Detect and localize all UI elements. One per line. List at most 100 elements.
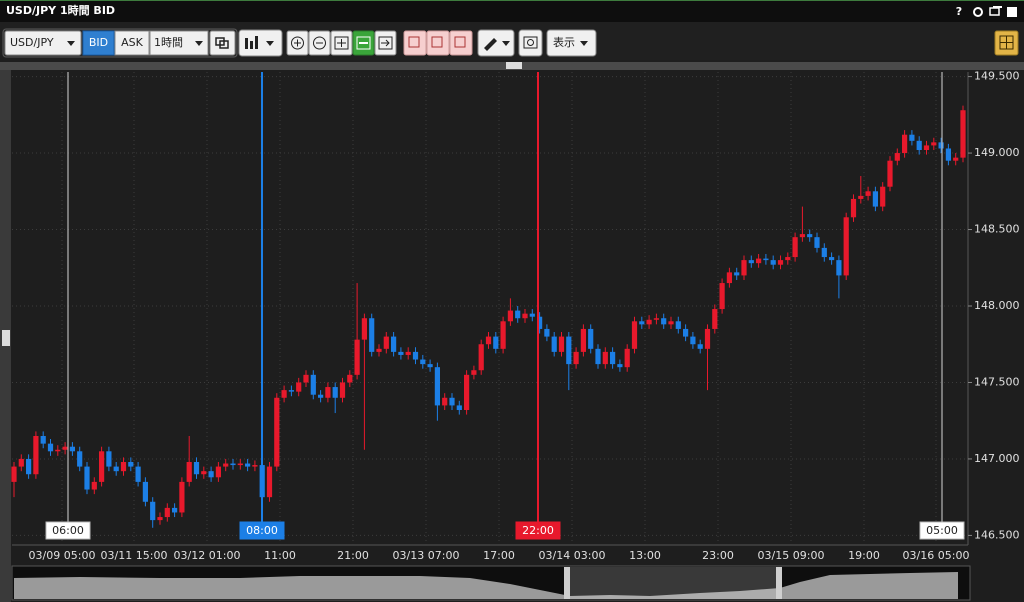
y-tick-label: 147.500 [974,375,1020,388]
candle-body [799,234,805,238]
drawing-dropdown[interactable] [477,29,515,57]
navigator-handle-left[interactable] [564,567,570,599]
candle-body [522,313,528,319]
candle-body [164,507,170,518]
close-button[interactable] [1007,7,1017,17]
fit-button[interactable] [330,30,353,56]
candle-body [288,390,294,392]
view-dropdown[interactable]: 表示 [546,29,597,57]
settings-button[interactable] [973,7,983,17]
marker-label: 05:00 [926,524,958,537]
side-tab[interactable] [2,330,10,346]
timeframe-dropdown[interactable]: 1時間 [149,30,209,56]
candle-body [807,234,813,238]
candle-body [485,336,492,345]
candle-body [62,446,68,450]
latest-button[interactable] [374,30,397,56]
y-tick-label: 146.500 [974,528,1020,541]
restore-button[interactable] [989,6,1002,16]
ask-button[interactable]: ASK [114,30,150,56]
help-button[interactable]: ? [956,5,962,18]
zoom-in-button[interactable] [286,30,309,56]
ask-text: ASK [121,36,144,49]
candle-body [193,462,200,475]
candle-body [770,260,776,265]
candle-body [369,318,375,352]
scale-button[interactable] [352,30,375,56]
candle-body [281,390,287,398]
compare-button[interactable] [209,30,236,56]
zoom-out-button[interactable] [308,30,331,56]
candle-body [843,217,849,276]
navigator-handle-right[interactable] [776,567,782,599]
candle-body [493,336,499,349]
candle-body [201,471,207,475]
y-tick-label: 148.000 [974,299,1020,312]
candle-body [420,359,426,365]
candle-body [872,191,878,207]
x-tick-label: 03/11 15:00 [101,549,168,562]
marker-label-box [239,521,285,540]
candle-body [719,283,725,310]
order-button-1[interactable] [403,30,427,56]
candle-body [668,321,674,325]
symbol-dropdown[interactable]: USD/JPY [4,30,82,56]
candle-body [434,367,440,406]
marker-label-box [515,521,561,540]
candle-body [383,336,389,349]
order-button-2[interactable] [426,30,450,56]
candle-body [186,462,192,482]
candle-body [551,336,557,352]
candle-body [449,397,455,406]
snapshot-button[interactable] [518,29,543,57]
candle-body [566,336,572,365]
candle-body [223,463,229,467]
navigator-window[interactable] [567,567,779,599]
x-tick-label: 23:00 [702,549,734,562]
y-tick-label: 149.500 [974,70,1020,83]
candle-body [150,501,156,521]
x-tick-label: 17:00 [483,549,515,562]
candle-body [245,463,251,467]
candle-body [821,247,827,258]
candle-body [405,351,411,355]
layout-button[interactable] [994,30,1019,56]
candle-body [500,321,506,349]
order-button-3[interactable] [449,30,473,56]
candle-body [529,313,535,317]
candle-body [252,465,258,467]
marker-label: 08:00 [246,524,278,537]
x-tick-label: 03/12 01:00 [174,549,241,562]
candle-body [332,387,338,398]
x-tick-label: 03/16 05:00 [903,549,970,562]
x-tick-label: 11:00 [264,549,296,562]
x-tick-label: 03/09 05:00 [29,549,96,562]
title-accent [0,0,1024,1]
collapse-tab[interactable] [506,62,522,69]
candle-body [573,351,579,365]
candle-body [456,405,462,410]
x-tick-label: 03/14 03:00 [539,549,606,562]
candle-body [756,258,762,264]
candle-body [113,466,119,472]
candle-body [902,134,908,154]
candle-body [515,310,521,319]
x-tick-label: 21:00 [337,549,369,562]
candle-body [471,370,477,375]
candle-body [33,436,39,475]
candle-body [398,351,404,355]
view-text: 表示 [553,35,575,49]
candle-body [157,517,163,521]
candle-body [734,272,740,276]
candle-body [135,466,141,482]
candle-body [945,148,951,161]
candle-body [442,397,448,406]
candle-body [624,348,630,368]
candle-body [128,462,134,467]
bid-button[interactable]: BID [82,30,115,56]
candle-body [931,142,937,146]
candle-body [938,142,944,149]
chart-type-dropdown[interactable] [238,29,283,57]
candle-body [748,260,754,264]
